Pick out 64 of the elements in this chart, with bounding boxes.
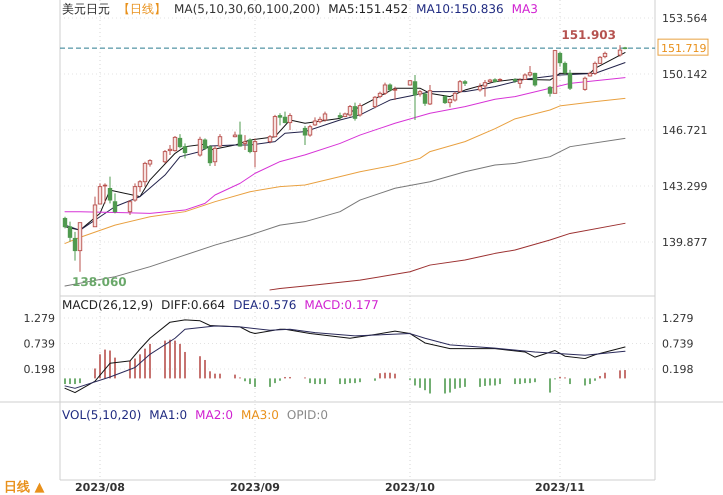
candlestick bbox=[218, 134, 222, 148]
line-series bbox=[270, 222, 626, 290]
candlestick bbox=[108, 176, 112, 204]
annotation: MA1:0 bbox=[149, 408, 188, 422]
candlestick bbox=[302, 125, 308, 146]
x-tick-label: 2023/08 bbox=[75, 481, 125, 494]
annotation: MACD:0.177 bbox=[304, 298, 379, 312]
annotation: MA10:150.836 bbox=[416, 2, 504, 16]
candlestick bbox=[238, 121, 242, 148]
annotation: MA3 bbox=[512, 2, 538, 16]
candlestick bbox=[412, 74, 418, 121]
y-tick-label: 150.142 bbox=[662, 68, 708, 81]
candlestick bbox=[242, 134, 248, 150]
line-series bbox=[64, 138, 626, 287]
candlestick bbox=[352, 102, 358, 122]
candlestick bbox=[358, 102, 362, 118]
candlestick bbox=[568, 69, 572, 91]
candlestick bbox=[548, 85, 552, 98]
candlestick bbox=[198, 136, 202, 158]
y-tick-label: 139.877 bbox=[662, 236, 708, 250]
y-tick-label: 0.739 bbox=[24, 338, 55, 350]
candlestick bbox=[442, 94, 448, 104]
candlestick bbox=[532, 72, 538, 88]
candlestick bbox=[372, 95, 378, 109]
chart-title: 美元日元 bbox=[62, 2, 110, 16]
line-series bbox=[64, 98, 626, 244]
y-tick-label: 146.721 bbox=[662, 124, 708, 137]
annotation: MA5:151.452 bbox=[328, 2, 408, 16]
candlestick bbox=[128, 200, 132, 216]
candlestick bbox=[162, 149, 168, 164]
candlestick bbox=[92, 196, 98, 228]
candlestick bbox=[248, 138, 252, 154]
annotation: DEA:0.576 bbox=[233, 298, 296, 312]
y-tick-label: 143.299 bbox=[662, 180, 708, 193]
candlestick bbox=[112, 192, 118, 214]
annotation: OPID:0 bbox=[286, 408, 328, 422]
candlestick bbox=[558, 51, 562, 68]
candlestick bbox=[428, 84, 432, 106]
candlestick bbox=[288, 112, 292, 130]
chart-title: MACD(26,12,9) bbox=[62, 298, 154, 312]
chart-subtitle: 【日线】 bbox=[118, 2, 166, 16]
candlestick bbox=[458, 80, 462, 94]
candlestick bbox=[582, 76, 588, 92]
text: 日线 ▲ bbox=[4, 480, 45, 495]
annotation: MA(5,10,30,60,100,200) bbox=[174, 2, 320, 16]
x-tick-label: 2023/11 bbox=[535, 481, 585, 494]
annotation: MA3:0 bbox=[241, 408, 279, 422]
y-tick-label: 1.279 bbox=[24, 312, 55, 326]
ref-line-label: 151.719 bbox=[661, 42, 706, 56]
candlestick bbox=[562, 61, 568, 76]
y-tick-label: 153.564 bbox=[662, 12, 708, 25]
text: VOL(5,10,20) bbox=[62, 408, 142, 422]
x-tick-label: 2023/09 bbox=[230, 481, 280, 494]
candlestick bbox=[212, 146, 218, 167]
annotation: DIFF:0.664 bbox=[161, 298, 226, 312]
candlestick bbox=[252, 138, 258, 168]
candlestick bbox=[72, 231, 78, 262]
x-tick-label: 2023/10 bbox=[385, 481, 436, 494]
y-tick-label: 0.198 bbox=[24, 363, 55, 376]
candlestick bbox=[308, 124, 312, 138]
annotation: MA2:0 bbox=[195, 408, 234, 422]
annotation: 151.903 bbox=[561, 28, 616, 42]
candlestick bbox=[422, 92, 428, 106]
candlestick bbox=[618, 44, 622, 58]
